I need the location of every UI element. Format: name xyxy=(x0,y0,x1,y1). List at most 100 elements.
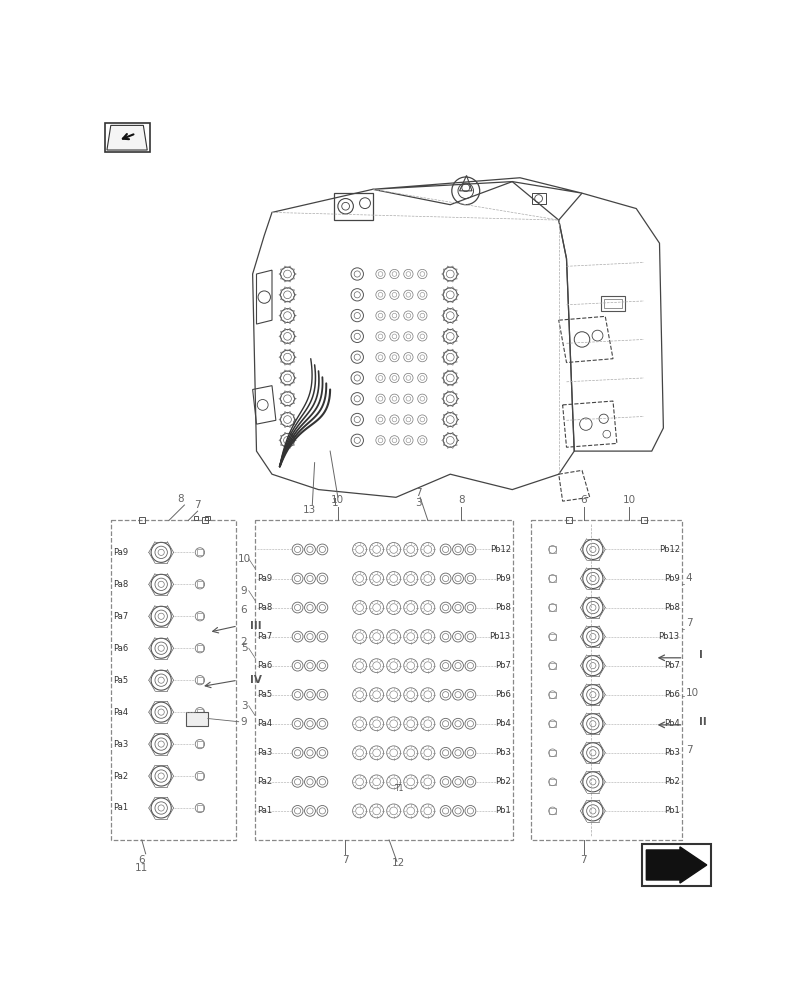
Bar xyxy=(549,750,555,756)
Text: Pb8: Pb8 xyxy=(494,603,510,612)
Text: 7: 7 xyxy=(685,618,692,628)
Bar xyxy=(641,517,646,523)
Text: 7: 7 xyxy=(685,745,692,755)
Text: II: II xyxy=(698,717,706,727)
Text: 3: 3 xyxy=(241,701,247,711)
Text: 8: 8 xyxy=(177,494,183,504)
Text: Pa3: Pa3 xyxy=(257,748,272,757)
Text: I: I xyxy=(698,650,702,660)
Text: 13: 13 xyxy=(303,505,315,515)
Bar xyxy=(601,296,624,311)
Bar xyxy=(196,709,203,715)
Text: Pb7: Pb7 xyxy=(663,661,679,670)
Bar xyxy=(333,193,372,220)
Text: 7: 7 xyxy=(414,488,422,498)
Text: 10: 10 xyxy=(238,554,251,564)
Text: 2: 2 xyxy=(240,637,247,647)
Text: Pb4: Pb4 xyxy=(495,719,510,728)
Text: Pa9: Pa9 xyxy=(113,548,128,557)
Bar xyxy=(549,604,555,611)
Text: Pa9: Pa9 xyxy=(257,574,272,583)
Bar xyxy=(196,645,203,651)
Text: 11: 11 xyxy=(135,863,148,873)
Text: Pa6: Pa6 xyxy=(113,644,128,653)
Text: Pb1: Pb1 xyxy=(663,806,679,815)
Text: 9: 9 xyxy=(240,717,247,727)
Bar xyxy=(549,546,555,553)
Text: Pb1: Pb1 xyxy=(495,806,510,815)
Text: Pa3: Pa3 xyxy=(113,740,128,749)
Text: Pb6: Pb6 xyxy=(494,690,510,699)
Text: Pb6: Pb6 xyxy=(663,690,679,699)
Text: Pb9: Pb9 xyxy=(663,574,679,583)
Bar xyxy=(196,677,203,683)
Text: T1: T1 xyxy=(394,784,404,793)
Text: Pb2: Pb2 xyxy=(663,777,679,786)
Text: Pb7: Pb7 xyxy=(494,661,510,670)
Bar xyxy=(205,516,210,520)
Bar xyxy=(531,193,545,204)
Text: Pa7: Pa7 xyxy=(257,632,272,641)
Bar xyxy=(196,549,203,555)
Text: Pb3: Pb3 xyxy=(663,748,679,757)
Text: Pa1: Pa1 xyxy=(257,806,272,815)
Text: Pa2: Pa2 xyxy=(257,777,272,786)
Polygon shape xyxy=(107,125,147,150)
Bar xyxy=(549,575,555,582)
Bar xyxy=(549,634,555,640)
Text: Pa8: Pa8 xyxy=(257,603,272,612)
Bar xyxy=(110,520,236,840)
Text: 10: 10 xyxy=(622,495,635,505)
Bar xyxy=(105,123,149,152)
Text: 12: 12 xyxy=(392,858,405,868)
Text: Pb4: Pb4 xyxy=(663,719,679,728)
Bar xyxy=(194,516,198,520)
Polygon shape xyxy=(646,847,706,883)
Bar xyxy=(139,517,145,523)
Text: Pb12: Pb12 xyxy=(658,545,679,554)
Text: Pa4: Pa4 xyxy=(257,719,272,728)
Text: Pa6: Pa6 xyxy=(257,661,272,670)
Text: Pb2: Pb2 xyxy=(495,777,510,786)
Bar xyxy=(255,520,513,840)
Text: Pa1: Pa1 xyxy=(113,803,128,812)
Bar xyxy=(196,613,203,619)
Text: 8: 8 xyxy=(457,495,464,505)
Bar xyxy=(549,721,555,727)
Text: IV: IV xyxy=(250,675,262,685)
Bar xyxy=(549,808,555,814)
Text: Pb8: Pb8 xyxy=(663,603,679,612)
Text: Pb9: Pb9 xyxy=(495,574,510,583)
Text: 7: 7 xyxy=(341,855,348,865)
Text: Pb13: Pb13 xyxy=(489,632,510,641)
Text: 5: 5 xyxy=(241,643,247,653)
Bar xyxy=(186,712,208,726)
Text: 10: 10 xyxy=(685,688,698,698)
Text: 6: 6 xyxy=(240,605,247,615)
Text: 10: 10 xyxy=(331,495,344,505)
Bar xyxy=(549,779,555,785)
Text: Pb12: Pb12 xyxy=(489,545,510,554)
Bar xyxy=(196,741,203,747)
Bar xyxy=(564,517,571,523)
Text: 6: 6 xyxy=(139,855,145,865)
Bar xyxy=(549,692,555,698)
Text: Pa2: Pa2 xyxy=(113,772,128,781)
Text: 6: 6 xyxy=(580,495,586,505)
Text: 1: 1 xyxy=(332,498,338,508)
Text: 7: 7 xyxy=(580,855,586,865)
Text: Pa5: Pa5 xyxy=(113,676,128,685)
Text: Pa4: Pa4 xyxy=(113,708,128,717)
Bar xyxy=(603,299,621,308)
Text: 3: 3 xyxy=(414,498,422,508)
Text: 9: 9 xyxy=(241,586,247,596)
Text: Pb3: Pb3 xyxy=(494,748,510,757)
Bar xyxy=(202,517,208,523)
Text: Pa8: Pa8 xyxy=(113,580,128,589)
Bar xyxy=(642,844,710,886)
Bar xyxy=(530,520,681,840)
Text: 7: 7 xyxy=(194,500,200,510)
Bar xyxy=(196,805,203,811)
Text: Pa5: Pa5 xyxy=(257,690,272,699)
Text: 4: 4 xyxy=(685,573,692,583)
